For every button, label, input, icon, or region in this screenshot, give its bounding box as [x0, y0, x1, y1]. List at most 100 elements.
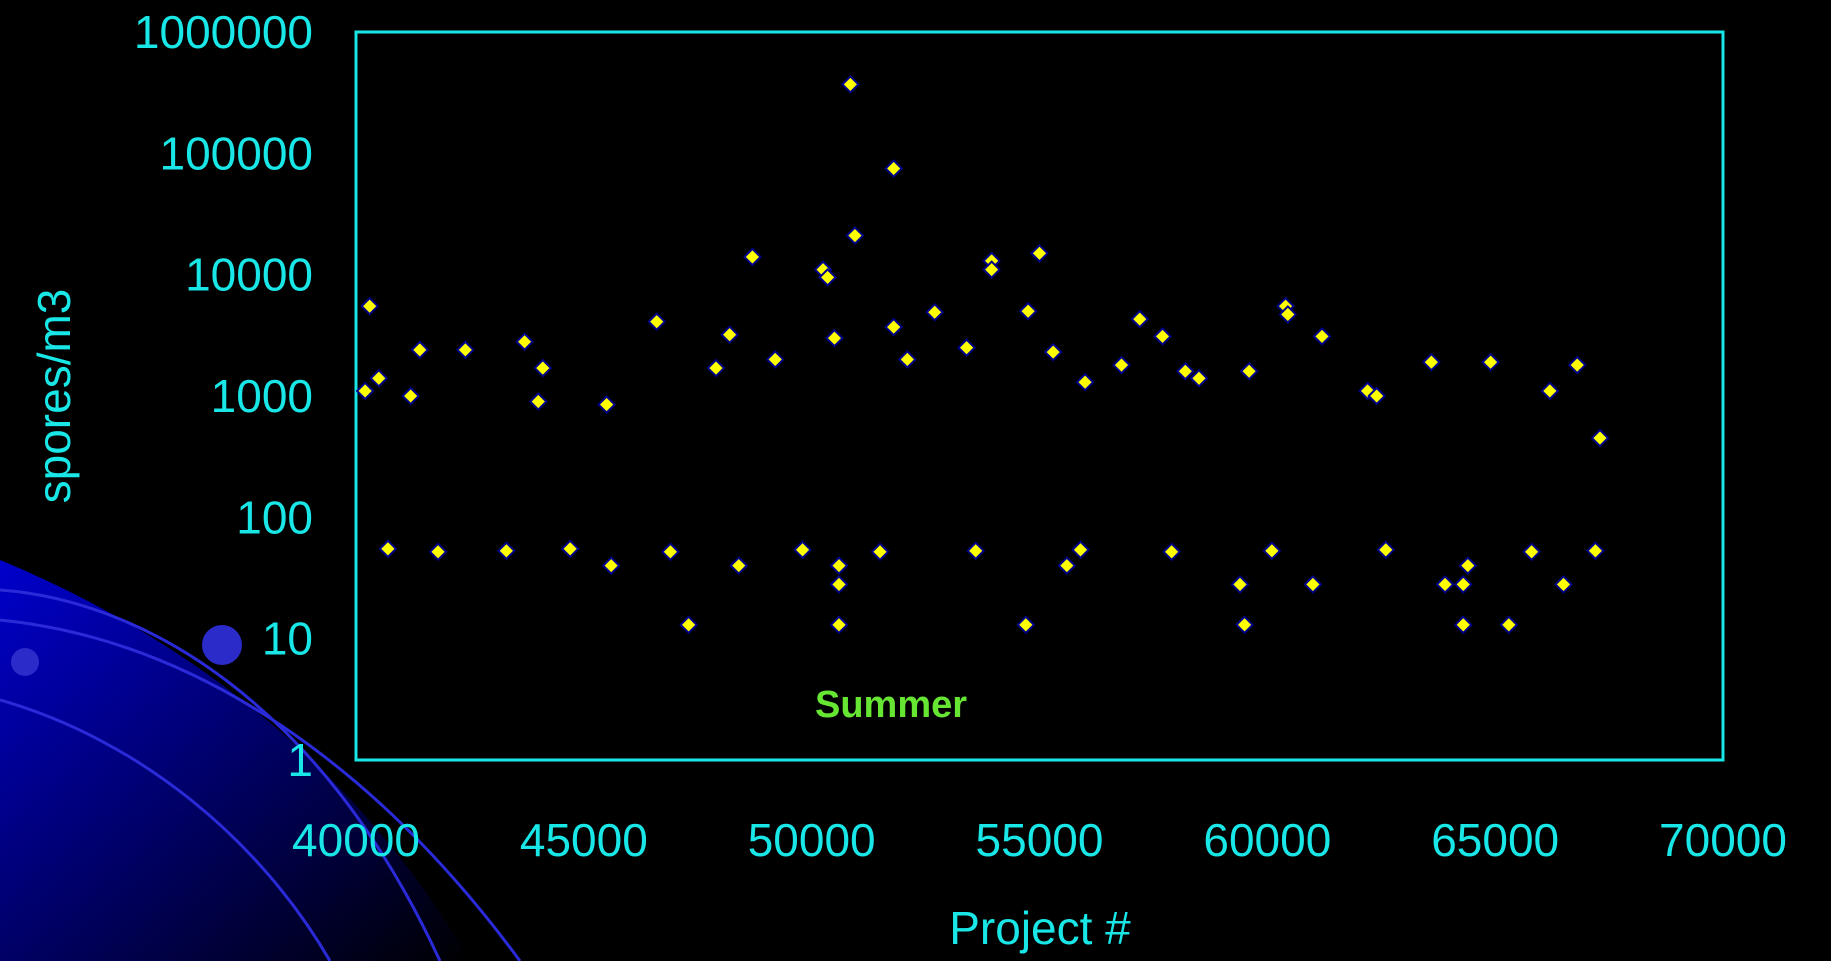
- data-point: [1175, 361, 1195, 381]
- data-point: [1499, 615, 1519, 635]
- y-tick-label: 1000: [211, 370, 313, 422]
- data-point: [957, 338, 977, 358]
- data-point: [1358, 381, 1377, 401]
- x-tick-label: 60000: [1203, 814, 1331, 866]
- data-point: [597, 395, 617, 414]
- data-point: [360, 296, 380, 316]
- x-tick-label: 40000: [292, 814, 420, 866]
- data-point: [1312, 326, 1332, 346]
- data-point: [706, 358, 726, 378]
- data-point: [884, 317, 904, 337]
- data-point: [1130, 309, 1150, 329]
- data-point: [1481, 352, 1501, 372]
- data-point: [560, 539, 580, 559]
- data-point: [729, 556, 749, 576]
- data-point: [825, 328, 844, 348]
- data-point: [647, 312, 667, 332]
- data-point: [1567, 355, 1587, 375]
- data-point: [1435, 574, 1455, 594]
- data-point: [378, 539, 398, 559]
- data-point: [528, 392, 548, 411]
- data-point: [1230, 574, 1250, 594]
- data-point: [982, 260, 1002, 280]
- data-point: [1278, 305, 1298, 324]
- plot-area-frame: [354, 30, 1725, 762]
- data-point: [428, 542, 448, 562]
- data-point: [897, 350, 917, 369]
- data-point: [1367, 386, 1387, 406]
- season-annotation: Summer: [815, 684, 967, 726]
- data-point: [884, 159, 904, 178]
- decorative-arc-line: [0, 588, 442, 961]
- data-point: [1421, 352, 1441, 372]
- data-point: [1590, 428, 1610, 448]
- decorative-arc-line: [0, 698, 332, 961]
- data-point: [765, 350, 785, 369]
- x-axis-ticks: 40000 45000 50000 55000 60000 65000 70000: [292, 814, 1787, 866]
- x-axis-title: Project #: [949, 902, 1131, 954]
- y-tick-label: 100: [236, 491, 313, 543]
- data-point: [1075, 372, 1095, 392]
- data-point: [533, 358, 553, 378]
- data-point: [1554, 574, 1573, 594]
- data-point: [743, 247, 762, 267]
- data-point: [925, 302, 945, 322]
- data-point: [355, 381, 375, 401]
- data-point: [1162, 542, 1182, 562]
- data-point: [829, 556, 849, 576]
- data-point: [1057, 556, 1077, 576]
- data-point: [1030, 243, 1049, 263]
- data-point: [1376, 540, 1396, 560]
- data-point: [660, 542, 680, 562]
- data-point: [1262, 541, 1282, 561]
- data-point: [1071, 540, 1090, 560]
- data-point: [845, 226, 865, 245]
- data-point: [1043, 342, 1063, 362]
- data-point: [1458, 556, 1478, 576]
- y-tick-label: 10: [262, 613, 313, 665]
- x-tick-label: 55000: [976, 814, 1104, 866]
- x-tick-label: 65000: [1431, 814, 1559, 866]
- data-point: [1522, 542, 1542, 562]
- data-point: [1453, 574, 1473, 594]
- data-point: [401, 386, 421, 406]
- x-tick-label: 50000: [748, 814, 876, 866]
- x-tick-label: 45000: [520, 814, 648, 866]
- data-point: [1112, 355, 1131, 375]
- data-point: [870, 542, 890, 562]
- data-point: [515, 332, 535, 352]
- data-point: [818, 267, 838, 287]
- x-tick-label: 70000: [1659, 814, 1787, 866]
- data-points: [355, 74, 1610, 635]
- data-point: [410, 340, 430, 360]
- data-point: [1303, 574, 1323, 594]
- y-axis-ticks: 1 10 100 1000 10000 100000 1000000: [134, 6, 313, 786]
- data-point: [1540, 381, 1560, 401]
- data-point: [1239, 361, 1259, 381]
- data-point: [840, 74, 860, 94]
- y-tick-label: 1: [287, 734, 313, 786]
- y-tick-label: 100000: [160, 127, 314, 179]
- data-point: [966, 541, 986, 561]
- data-point: [1189, 368, 1209, 388]
- data-point: [829, 615, 849, 635]
- decorative-arc-line: [0, 618, 522, 961]
- data-point: [1153, 326, 1172, 346]
- data-point: [793, 540, 812, 560]
- data-point: [829, 574, 849, 594]
- data-point: [1585, 541, 1605, 561]
- data-point: [369, 368, 389, 388]
- data-point: [1235, 615, 1254, 635]
- y-tick-label: 1000000: [134, 6, 313, 58]
- y-tick-label: 10000: [185, 249, 313, 301]
- data-point: [455, 340, 475, 360]
- decorative-dot: [202, 625, 242, 665]
- decorative-dot: [11, 648, 39, 676]
- decorative-blue-swoosh: [0, 560, 470, 961]
- data-point: [496, 541, 516, 561]
- data-point: [1018, 301, 1038, 321]
- data-point: [679, 615, 699, 635]
- data-point: [1453, 615, 1473, 635]
- data-point: [1016, 615, 1036, 635]
